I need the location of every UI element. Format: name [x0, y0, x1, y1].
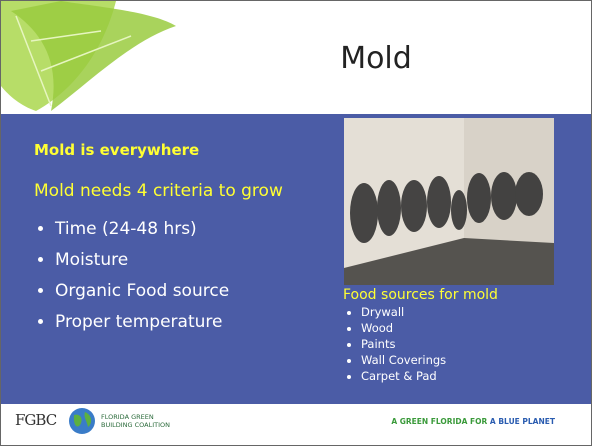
photo-caption: Food sources for mold	[343, 287, 498, 303]
tagline-green: A GREEN FLORIDA FOR	[391, 417, 488, 426]
food-source-item: Wood	[361, 320, 446, 336]
subheading: Mold needs 4 criteria to grow	[34, 181, 283, 201]
criteria-list: Time (24-48 hrs)MoistureOrganic Food sou…	[15, 214, 229, 338]
tagline: A GREEN FLORIDA FOR A BLUE PLANET	[391, 417, 555, 426]
criteria-item: Proper temperature	[55, 307, 229, 338]
tagline-blue: A BLUE PLANET	[489, 417, 555, 426]
slide-title: Mold	[340, 41, 412, 76]
mold-photo	[344, 118, 554, 285]
criteria-item: Moisture	[55, 245, 229, 276]
logo-text: FGBC	[15, 411, 57, 429]
leaf-decoration	[1, 1, 176, 111]
logo-subtitle-line: FLORIDA GREEN	[101, 413, 154, 421]
food-source-item: Paints	[361, 336, 446, 352]
food-source-item: Drywall	[361, 304, 446, 320]
logo-subtitle: FLORIDA GREEN BUILDING COALITION	[101, 413, 170, 429]
criteria-item: Organic Food source	[55, 276, 229, 307]
logo-subtitle-line: BUILDING COALITION	[101, 421, 171, 429]
food-source-item: Carpet & Pad	[361, 368, 446, 384]
heading: Mold is everywhere	[34, 141, 200, 159]
food-source-item: Wall Coverings	[361, 352, 446, 368]
food-source-list: DrywallWoodPaintsWall CoveringsCarpet & …	[326, 304, 446, 384]
criteria-item: Time (24-48 hrs)	[55, 214, 229, 245]
logo-globe	[69, 408, 95, 434]
